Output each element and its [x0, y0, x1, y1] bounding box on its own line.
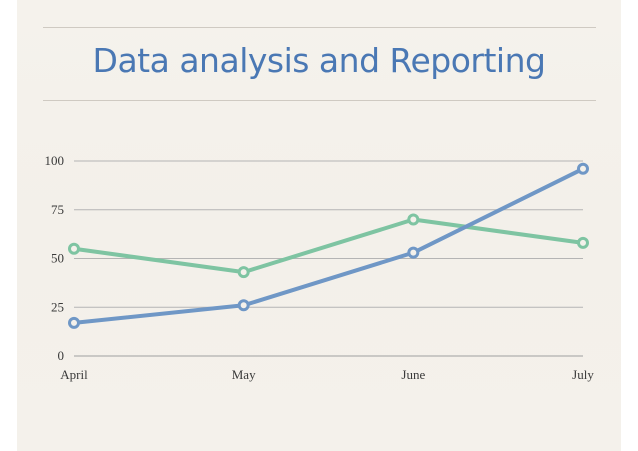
data-point [407, 246, 420, 259]
data-point [68, 316, 80, 329]
x-tick-label: July [572, 367, 594, 382]
series-line-1 [72, 217, 585, 275]
data-point [407, 213, 420, 226]
series-line-2 [72, 166, 585, 325]
y-tick-label: 100 [45, 153, 65, 168]
data-point [237, 299, 250, 312]
x-axis-ticks: April May June July [60, 367, 594, 382]
y-tick-label: 0 [58, 348, 65, 363]
y-tick-label: 75 [51, 202, 64, 217]
data-point [577, 236, 589, 249]
data-point [68, 242, 80, 255]
x-tick-label: April [60, 367, 88, 382]
series-lines [68, 162, 589, 329]
slide: Data analysis and Reporting [17, 0, 621, 451]
slide-title: Data analysis and Reporting [92, 41, 546, 80]
title-underline-rule [43, 100, 596, 101]
y-tick-label: 25 [51, 299, 64, 314]
x-tick-label: May [232, 367, 256, 382]
top-rule [43, 27, 596, 28]
x-tick-label: June [401, 367, 425, 382]
y-tick-label: 50 [51, 251, 64, 266]
data-point [577, 162, 589, 175]
data-point [237, 266, 250, 279]
y-axis-ticks: 0 25 50 75 100 [45, 153, 65, 363]
